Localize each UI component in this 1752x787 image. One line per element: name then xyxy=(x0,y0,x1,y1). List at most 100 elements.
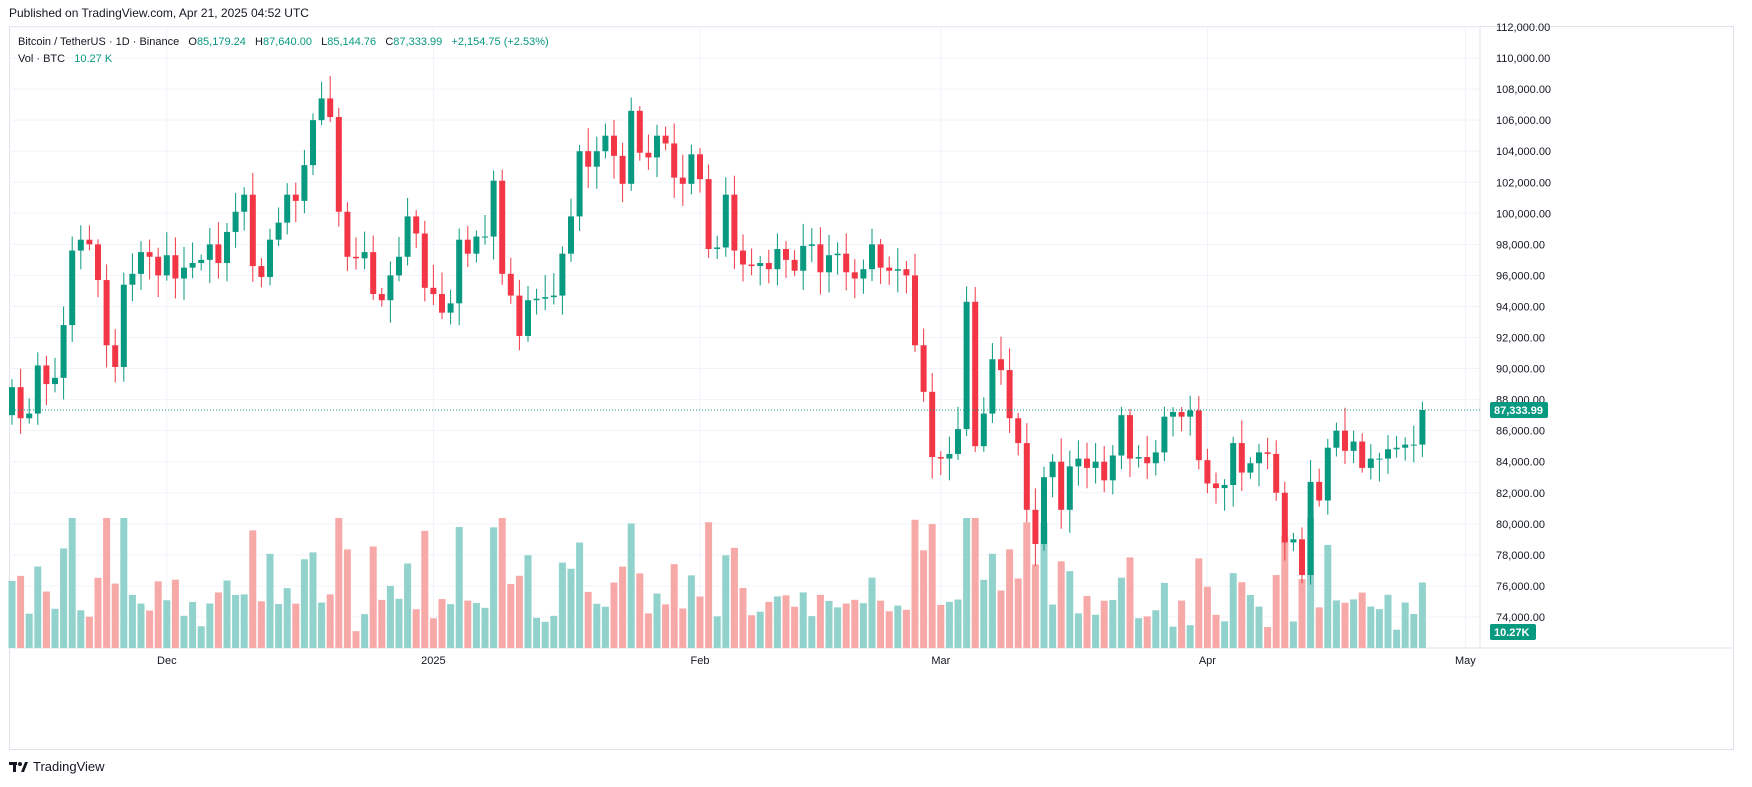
candle-body[interactable] xyxy=(1006,370,1013,419)
candle-body[interactable] xyxy=(576,151,583,217)
candle-body[interactable] xyxy=(894,269,901,271)
candle-body[interactable] xyxy=(619,155,626,184)
candle-body[interactable] xyxy=(1410,444,1417,446)
candle-body[interactable] xyxy=(1324,447,1331,501)
candle-body[interactable] xyxy=(507,273,514,296)
candle-body[interactable] xyxy=(1049,461,1056,478)
candle-body[interactable] xyxy=(1084,458,1090,468)
candle-body[interactable] xyxy=(198,259,205,263)
candle-body[interactable] xyxy=(817,244,824,273)
candle-body[interactable] xyxy=(34,365,41,414)
candle-body[interactable] xyxy=(499,180,506,274)
candle-body[interactable] xyxy=(559,253,566,296)
candle-body[interactable] xyxy=(946,453,953,459)
candle-body[interactable] xyxy=(1109,455,1116,481)
candle-body[interactable] xyxy=(1385,449,1391,459)
candle-body[interactable] xyxy=(361,252,368,259)
candle-body[interactable] xyxy=(516,295,523,336)
candle-body[interactable] xyxy=(52,377,58,385)
candle-body[interactable] xyxy=(1204,460,1211,484)
candle-body[interactable] xyxy=(60,325,67,378)
candle-body[interactable] xyxy=(834,253,841,256)
candle-body[interactable] xyxy=(1419,409,1426,445)
candle-body[interactable] xyxy=(387,275,394,301)
candle-body[interactable] xyxy=(421,233,428,288)
candle-body[interactable] xyxy=(808,244,815,246)
candle-body[interactable] xyxy=(1342,430,1348,451)
candle-body[interactable] xyxy=(542,297,549,299)
candle-body[interactable] xyxy=(1195,410,1202,461)
candle-body[interactable] xyxy=(1058,461,1065,510)
candle-body[interactable] xyxy=(869,244,875,270)
candle-body[interactable] xyxy=(998,359,1004,371)
candle-body[interactable] xyxy=(1101,461,1108,481)
candle-body[interactable] xyxy=(929,391,936,458)
candle-body[interactable] xyxy=(671,143,678,178)
candle-body[interactable] xyxy=(826,255,832,273)
candle-body[interactable] xyxy=(490,180,497,237)
candle-body[interactable] xyxy=(181,267,187,279)
candle-body[interactable] xyxy=(1376,458,1383,460)
candle-body[interactable] xyxy=(215,244,222,263)
candle-body[interactable] xyxy=(550,295,557,298)
candle-body[interactable] xyxy=(430,287,437,295)
candle-body[interactable] xyxy=(1359,441,1366,468)
candle-body[interactable] xyxy=(645,152,652,158)
candle-body[interactable] xyxy=(1290,539,1297,543)
candle-body[interactable] xyxy=(69,250,76,326)
candle-body[interactable] xyxy=(851,272,858,279)
candle-body[interactable] xyxy=(980,413,987,447)
candle-body[interactable] xyxy=(17,387,24,419)
candle-body[interactable] xyxy=(224,231,230,263)
candle-body[interactable] xyxy=(1393,447,1400,450)
candle-body[interactable] xyxy=(146,252,153,257)
candle-body[interactable] xyxy=(920,345,927,392)
candle-body[interactable] xyxy=(1402,444,1409,448)
candle-body[interactable] xyxy=(748,264,755,267)
candle-body[interactable] xyxy=(1281,492,1288,543)
candle-body[interactable] xyxy=(1307,481,1314,576)
candle-body[interactable] xyxy=(1264,452,1271,454)
candle-body[interactable] xyxy=(757,262,764,267)
candle-body[interactable] xyxy=(791,259,798,271)
symbol-label[interactable]: Bitcoin / TetherUS · 1D · Binance xyxy=(18,36,180,48)
candle-body[interactable] xyxy=(1152,452,1159,464)
candle-body[interactable] xyxy=(396,256,402,276)
candle-body[interactable] xyxy=(1127,415,1133,459)
candle-body[interactable] xyxy=(267,239,273,277)
candle-body[interactable] xyxy=(628,110,635,184)
candle-body[interactable] xyxy=(740,250,746,265)
candle-body[interactable] xyxy=(533,298,540,301)
candle-body[interactable] xyxy=(241,194,248,212)
candle-body[interactable] xyxy=(568,216,574,254)
candle-body[interactable] xyxy=(310,120,316,166)
candle-body[interactable] xyxy=(163,255,170,276)
candle-body[interactable] xyxy=(258,266,265,277)
candle-body[interactable] xyxy=(1170,412,1176,417)
candle-body[interactable] xyxy=(937,457,944,459)
candle-body[interactable] xyxy=(1023,443,1030,510)
volume-label[interactable]: Vol · BTC xyxy=(18,53,66,65)
candle-body[interactable] xyxy=(1238,443,1245,473)
candle-body[interactable] xyxy=(43,365,50,385)
candle-body[interactable] xyxy=(1350,441,1357,451)
candle-body[interactable] xyxy=(206,244,213,260)
candle-body[interactable] xyxy=(714,247,721,250)
candle-body[interactable] xyxy=(473,236,480,254)
candle-body[interactable] xyxy=(722,194,729,248)
candle-body[interactable] xyxy=(1075,458,1082,467)
candle-body[interactable] xyxy=(585,151,592,167)
candle-body[interactable] xyxy=(1299,539,1305,576)
candle-body[interactable] xyxy=(525,300,531,336)
candle-body[interactable] xyxy=(86,239,93,245)
candle-body[interactable] xyxy=(172,255,179,279)
candle-body[interactable] xyxy=(327,98,334,118)
candle-body[interactable] xyxy=(1213,483,1219,489)
candle-body[interactable] xyxy=(843,253,850,273)
candle-body[interactable] xyxy=(301,165,308,201)
candle-body[interactable] xyxy=(783,249,789,260)
candle-body[interactable] xyxy=(353,256,359,259)
candle-body[interactable] xyxy=(1161,416,1168,453)
candle-body[interactable] xyxy=(95,244,101,281)
